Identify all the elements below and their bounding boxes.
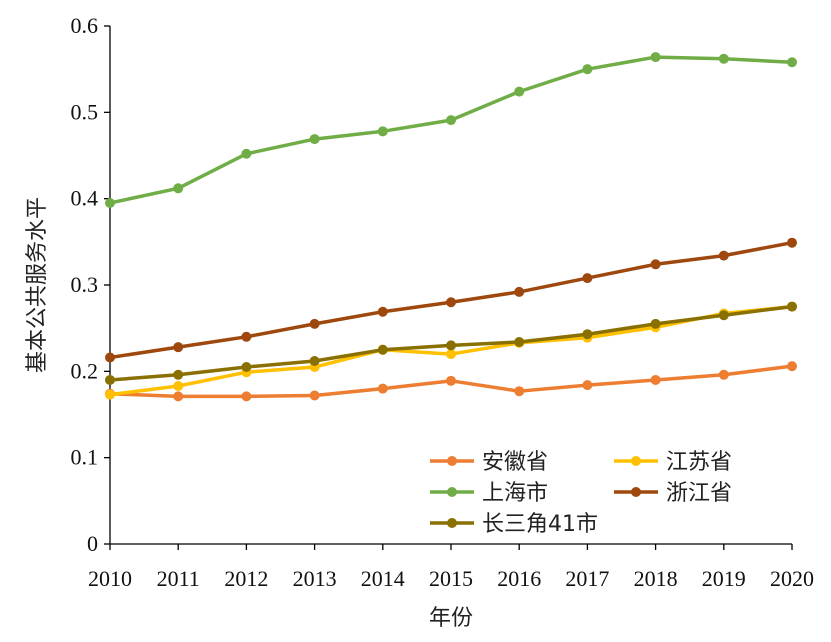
data-point <box>582 64 593 75</box>
series-5 <box>105 301 797 385</box>
legend-item: 安徽省 <box>430 450 548 475</box>
data-point <box>650 52 661 63</box>
data-point <box>787 361 797 372</box>
x-tick-label: 2016 <box>497 566 541 591</box>
data-point <box>514 336 525 347</box>
data-point <box>650 318 661 329</box>
data-point <box>787 301 797 312</box>
data-point <box>787 57 797 68</box>
x-tick-label: 2010 <box>88 566 132 591</box>
x-tick-label: 2017 <box>565 566 609 591</box>
data-point <box>241 148 252 159</box>
y-tick-label: 0.5 <box>71 99 99 124</box>
y-tick-label: 0.3 <box>71 272 99 297</box>
series-layer <box>105 52 797 402</box>
legend-label: 长三角41市 <box>482 512 598 537</box>
legend-item: 江苏省 <box>614 450 732 475</box>
data-point <box>446 349 456 360</box>
data-point <box>582 380 593 391</box>
x-tick-label: 2020 <box>770 566 814 591</box>
data-point <box>173 381 184 392</box>
legend-label: 浙江省 <box>666 481 732 506</box>
data-point <box>718 53 729 64</box>
y-tick-label: 0.6 <box>71 13 99 38</box>
data-point <box>377 306 388 317</box>
data-point <box>309 390 320 401</box>
legend-item: 长三角41市 <box>430 512 598 537</box>
data-point <box>377 126 388 137</box>
data-point <box>718 310 729 321</box>
legend-item: 浙江省 <box>614 481 732 506</box>
data-point <box>173 183 184 194</box>
series-4 <box>105 237 797 363</box>
series-3 <box>105 52 797 208</box>
data-point <box>173 369 184 380</box>
y-axis-title: 基本公共服务水平 <box>25 197 50 373</box>
data-point <box>173 391 184 402</box>
data-point <box>446 115 456 126</box>
y-tick-label: 0.2 <box>71 358 99 383</box>
x-tick-label: 2019 <box>702 566 746 591</box>
series-line <box>109 55 793 205</box>
legend-swatch-marker <box>631 487 641 497</box>
legend-label: 安徽省 <box>482 450 548 475</box>
x-axis-title: 年份 <box>429 606 473 631</box>
y-tick-label: 0 <box>87 531 98 556</box>
data-point <box>718 250 729 261</box>
legend-swatch-marker <box>447 518 457 528</box>
data-point <box>514 86 525 97</box>
legend-label: 上海市 <box>482 481 548 506</box>
data-point <box>446 375 456 386</box>
legend-swatch-marker <box>631 456 641 466</box>
data-point <box>650 374 661 385</box>
x-tick-label: 2018 <box>634 566 678 591</box>
y-tick-label: 0.4 <box>71 186 99 211</box>
data-point <box>514 286 525 297</box>
data-point <box>650 259 661 270</box>
data-point <box>105 374 115 385</box>
axes <box>104 25 793 550</box>
data-point <box>377 383 388 394</box>
x-tick-label: 2014 <box>361 566 405 591</box>
data-point <box>582 273 593 284</box>
data-point <box>514 386 525 397</box>
y-tick-label: 0.1 <box>71 445 99 470</box>
x-tick-label: 2013 <box>293 566 337 591</box>
x-tick-label: 2015 <box>429 566 473 591</box>
legend-item: 上海市 <box>430 481 548 506</box>
data-point <box>241 391 252 402</box>
data-point <box>718 369 729 380</box>
legend-swatch-marker <box>447 487 457 497</box>
data-point <box>446 340 456 351</box>
data-point <box>173 342 184 353</box>
legend-swatch-marker <box>447 456 457 466</box>
data-point <box>105 352 115 363</box>
data-point <box>105 389 115 400</box>
legend-label: 江苏省 <box>666 450 732 475</box>
x-tick-label: 2011 <box>157 566 200 591</box>
data-point <box>241 362 252 373</box>
data-point <box>241 331 252 342</box>
data-point <box>309 318 320 329</box>
x-tick-label: 2012 <box>224 566 268 591</box>
data-point <box>309 134 320 145</box>
data-point <box>446 297 456 308</box>
data-point <box>787 237 797 248</box>
tick-labels: 0 0.1 0.2 0.3 0.4 0.5 0.6 2010 2011 2012 2013 2014 2… <box>71 13 815 591</box>
data-point <box>309 355 320 366</box>
data-point <box>377 344 388 355</box>
data-point <box>582 329 593 340</box>
data-point <box>105 197 115 208</box>
